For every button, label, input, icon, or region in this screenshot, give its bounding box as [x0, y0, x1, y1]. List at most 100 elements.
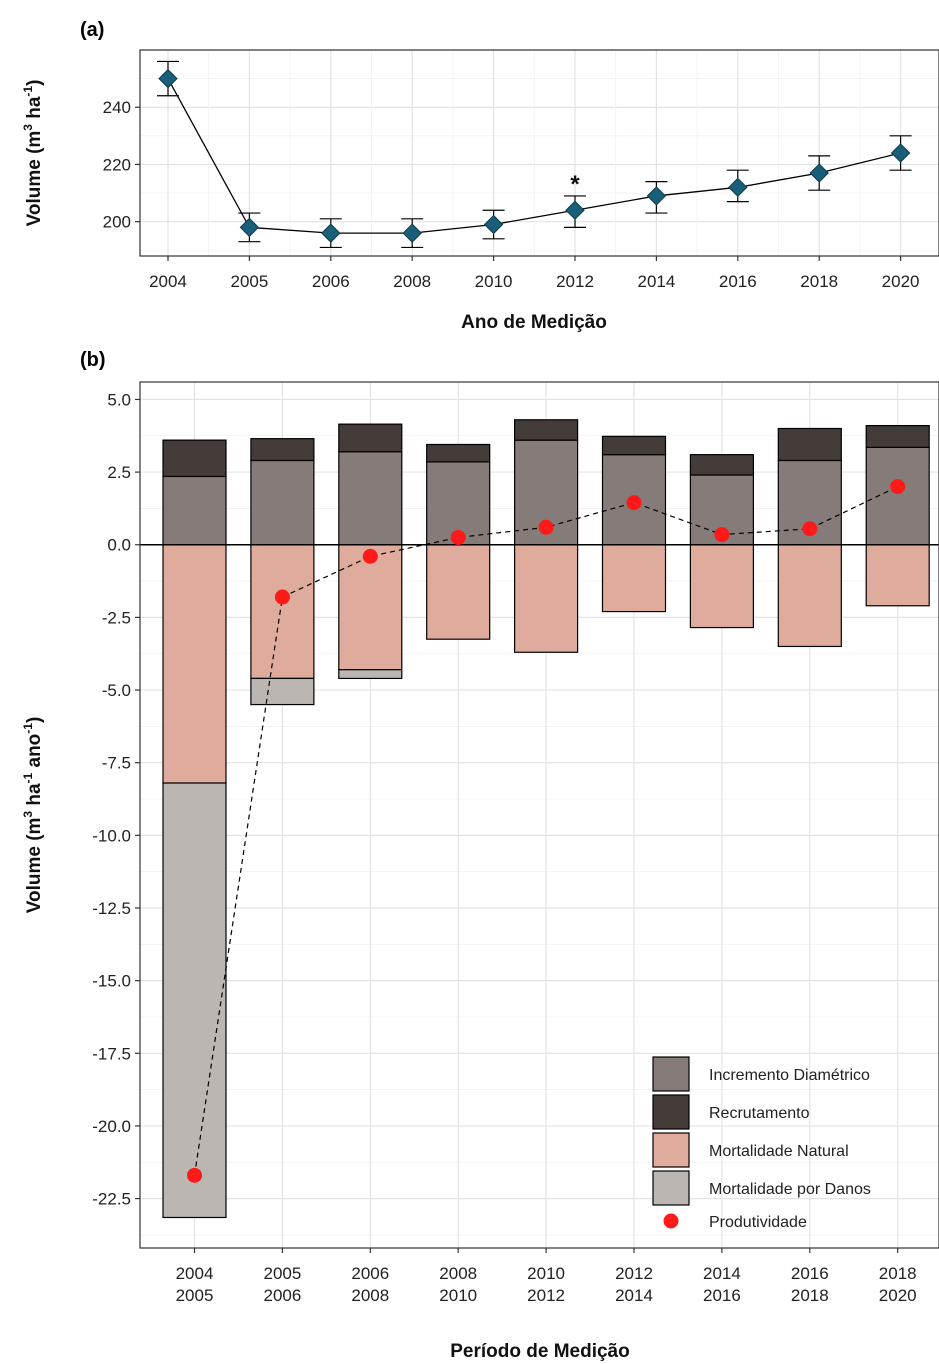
bar-segment	[689, 544, 755, 629]
productivity-point	[450, 529, 466, 545]
volume-point	[239, 217, 260, 238]
panel-b-x-tick-label: 2008	[439, 1264, 477, 1283]
volume-point	[483, 214, 504, 235]
panel-b-x-tick-label: 2010	[439, 1286, 477, 1305]
panel-a-y-tick-label: 200	[103, 213, 131, 232]
panel-b-y-tick-label: -12.5	[92, 899, 131, 918]
legend-label: Recrutamento	[709, 1105, 810, 1122]
legend-item: Mortalidade por Danos	[652, 1170, 871, 1206]
bar-segment	[162, 544, 227, 784]
volume-point	[809, 163, 829, 183]
productivity-point	[802, 521, 818, 537]
productivity-point	[890, 479, 906, 495]
panel-b-x-tick-label: 2016	[703, 1286, 741, 1305]
panel-b-x-tick-label: 2006	[263, 1286, 301, 1305]
significance-marker: *	[570, 171, 580, 198]
volume-point	[158, 68, 178, 89]
panel-a-x-tick-label: 2012	[556, 272, 594, 291]
panel-b-y-tick-label: -17.5	[92, 1044, 131, 1063]
volume-point	[646, 186, 667, 206]
panel-a-plot: *	[157, 60, 912, 249]
volume-point	[565, 200, 585, 220]
panel-a-x-tick-label: 2005	[230, 272, 268, 291]
panel-b-x-tick-label: 2016	[791, 1264, 829, 1283]
legend-key-point	[663, 1213, 679, 1229]
panel-b-y-tick-label: 0.0	[107, 536, 131, 555]
panel-a-gridlines	[140, 49, 939, 256]
panel-b-label: (b)	[80, 349, 106, 371]
bar-segment	[162, 475, 227, 546]
panel-b-x-tick-label: 2014	[703, 1264, 741, 1283]
panel-b-x-tick-label: 2018	[791, 1286, 829, 1305]
panel-b-y-axis-title: Volume (m3 ha-1 ano-1)	[21, 717, 45, 914]
bar-segment	[250, 438, 315, 462]
volume-point	[402, 223, 422, 243]
productivity-point	[714, 527, 730, 543]
panel-b-x-tick-label: 2006	[351, 1264, 389, 1283]
productivity-point	[362, 548, 378, 564]
legend-key	[652, 1056, 690, 1092]
legend-item: Incremento Diamétrico	[652, 1056, 870, 1092]
panel-a-x-tick-label: 2006	[312, 272, 350, 291]
productivity-point	[538, 519, 554, 535]
bar-segment	[513, 419, 579, 441]
panel-b-y-tick-label: -2.5	[102, 608, 131, 627]
panel-a-y-ticks: 200 220 240	[103, 98, 140, 232]
bar-segment	[777, 544, 842, 648]
panel-a-label: (a)	[80, 19, 104, 41]
bar-segment	[777, 427, 842, 462]
panel-b-y-tick-label: 5.0	[107, 390, 131, 409]
bar-segment	[426, 544, 491, 640]
legend-item: Mortalidade Natural	[652, 1132, 849, 1168]
volume-point	[890, 143, 911, 163]
legend-label: Mortalidade Natural	[709, 1143, 849, 1160]
bar-segment	[865, 544, 930, 607]
bar-segment	[865, 446, 930, 546]
legend-key	[652, 1170, 690, 1206]
panel-b-x-tick-label: 2005	[263, 1264, 301, 1283]
legend-item: Recrutamento	[652, 1094, 810, 1130]
panel-b-y-tick-label: -10.0	[92, 826, 131, 845]
panel-a-x-tick-label: 2010	[475, 272, 513, 291]
panel-b-productivity	[187, 479, 906, 1183]
panel-b-x-ticks: 2004 2005 2005 2006 2006 2008 2008 2010 2010 2012…	[176, 1248, 917, 1305]
panel-b: (b) 5.0 2.5 0.0 -2.5 -5.0 -7.5 -10.0 -12.5 -15.0…	[21, 349, 939, 1362]
bar-segment	[513, 544, 579, 653]
panel-a-x-tick-label: 2016	[719, 272, 757, 291]
volume-line	[167, 78, 901, 234]
panel-a-x-tick-label: 2004	[149, 272, 187, 291]
bar-segment	[250, 459, 315, 546]
legend-key	[652, 1132, 690, 1168]
panel-b-x-tick-label: 2018	[879, 1264, 917, 1283]
legend-item: Produtividade	[663, 1213, 807, 1231]
bar-segment	[250, 544, 315, 680]
panel-b-x-axis-title: Período de Medição	[450, 1341, 629, 1362]
panel-b-x-tick-label: 2008	[351, 1286, 389, 1305]
bar-segment	[338, 669, 403, 680]
panel-a-x-tick-label: 2008	[393, 272, 431, 291]
panel-a-x-tick-label: 2020	[882, 272, 920, 291]
volume-point	[321, 223, 341, 243]
panel-b-y-ticks: 5.0 2.5 0.0 -2.5 -5.0 -7.5 -10.0 -12.5 -15.0 -17.…	[92, 390, 140, 1209]
panel-a-y-axis-title: Volume (m3 ha-1)	[21, 80, 45, 227]
bar-segment	[865, 424, 930, 448]
legend-label: Mortalidade por Danos	[709, 1181, 871, 1198]
panel-a-y-tick-label: 240	[103, 98, 131, 117]
productivity-point	[187, 1167, 202, 1183]
productivity-point	[626, 495, 642, 511]
bar-segment	[426, 443, 491, 463]
panel-a-y-tick-label: 220	[103, 155, 131, 174]
panel-a-x-tick-label: 2014	[637, 272, 675, 291]
panel-b-x-tick-label: 2012	[527, 1286, 565, 1305]
panel-b-y-tick-label: -7.5	[102, 754, 131, 773]
panel-a-x-ticks: 2004 2005 2006 2008 2010 2012 2014 2016 2018 2020	[149, 256, 920, 291]
legend: Incremento Diamétrico Recrutamento Mortali…	[652, 1056, 871, 1231]
volume-point	[728, 177, 748, 198]
panel-b-y-tick-label: -22.5	[92, 1190, 131, 1209]
bar-segment	[689, 454, 755, 476]
legend-label: Incremento Diamétrico	[709, 1067, 870, 1084]
bar-segment	[338, 451, 403, 546]
bar-segment	[601, 544, 667, 613]
panel-b-x-tick-label: 2014	[615, 1286, 653, 1305]
